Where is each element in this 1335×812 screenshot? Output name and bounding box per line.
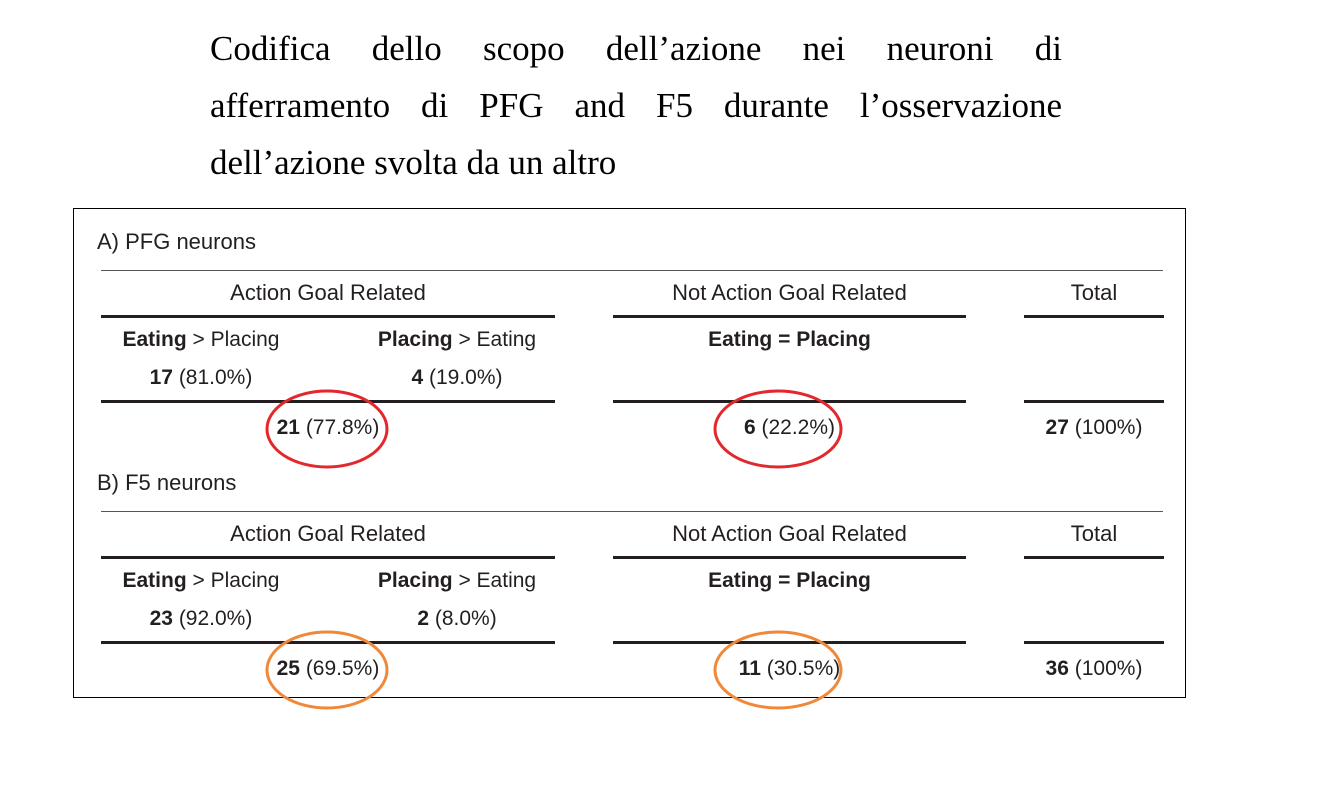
percent: (77.8%) <box>299 416 380 439</box>
subcol-bold: Placing <box>377 569 453 592</box>
count: 4 <box>411 366 424 389</box>
percent: (19.0%) <box>423 366 503 389</box>
count: 17 <box>149 366 173 389</box>
value-placing: 4 (19.0%) <box>357 366 557 390</box>
heading-line-2: afferramento di PFG and F5 durante l’oss… <box>210 86 1062 125</box>
subcol-bold: Eating <box>122 328 187 351</box>
neurons-table-figure: A) PFG neurons Action Goal Related Not A… <box>73 208 1186 710</box>
subtotal-rule <box>1024 400 1164 403</box>
heading-line-3: dell’azione svolta da un altro <box>210 143 617 182</box>
count: 25 <box>276 657 300 680</box>
count: 27 <box>1045 416 1069 439</box>
value-eating: 23 (92.0%) <box>101 607 301 631</box>
count: 11 <box>738 657 761 680</box>
col-header-not-action-goal: Not Action Goal Related <box>672 280 907 305</box>
percent: (8.0%) <box>429 607 497 630</box>
subcol-eating-gt-placing: Eating > Placing <box>101 569 301 593</box>
total-not-action-goal: 11 (30.5%) <box>613 657 966 681</box>
subcol-rest: > Eating <box>452 569 537 592</box>
header-rule <box>1024 315 1164 318</box>
count: 21 <box>276 416 300 439</box>
subcol-bold: Eating = Placing <box>708 569 871 592</box>
subcol-placing-gt-eating: Placing > Eating <box>357 328 557 352</box>
highlight-annotations <box>265 389 843 710</box>
heading-line-1: Codifica dello scopo dell’azione nei neu… <box>210 29 1062 68</box>
total-action-goal: 25 (69.5%) <box>101 657 555 681</box>
count: 23 <box>149 607 173 630</box>
subcol-bold: Eating = Placing <box>708 328 871 351</box>
section-title: A) PFG neurons <box>97 229 256 254</box>
header-rule <box>613 556 966 559</box>
subcol-eating-eq-placing: Eating = Placing <box>613 328 966 352</box>
percent: (92.0%) <box>172 607 253 630</box>
subtotal-rule <box>101 400 555 403</box>
col-header-action-goal: Action Goal Related <box>230 280 426 305</box>
header-rule <box>101 315 555 318</box>
header-rule <box>1024 556 1164 559</box>
subcol-eating-eq-placing: Eating = Placing <box>613 569 966 593</box>
subcol-placing-gt-eating: Placing > Eating <box>357 569 557 593</box>
highlight-circle-pfg-not-action-goal <box>713 389 843 469</box>
count: 36 <box>1045 657 1069 680</box>
subtotal-rule <box>101 641 555 644</box>
subcol-bold: Placing <box>377 328 453 351</box>
subtotal-rule <box>1024 641 1164 644</box>
col-header-total: Total <box>1070 280 1118 305</box>
slide-heading: Codifica dello scopo dell’azione nei neu… <box>210 20 1062 191</box>
percent: (30.5%) <box>760 657 841 680</box>
percent: (22.2%) <box>755 416 836 439</box>
highlight-circle-pfg-action-goal <box>265 389 389 469</box>
header-rule <box>101 556 555 559</box>
section-top-rule <box>101 511 1163 512</box>
subcol-rest: > Placing <box>186 569 280 592</box>
col-header-total: Total <box>1070 521 1118 546</box>
value-placing: 2 (8.0%) <box>357 607 557 631</box>
count: 6 <box>743 416 756 439</box>
subcol-bold: Eating <box>122 569 187 592</box>
section-top-rule <box>101 270 1163 271</box>
percent: (69.5%) <box>299 657 380 680</box>
subcol-eating-gt-placing: Eating > Placing <box>101 328 301 352</box>
count: 2 <box>417 607 429 630</box>
total-action-goal: 21 (77.8%) <box>101 416 555 440</box>
total-all: 36 (100%) <box>1024 657 1164 681</box>
col-header-action-goal: Action Goal Related <box>230 521 426 546</box>
value-eating: 17 (81.0%) <box>101 366 301 390</box>
percent: (81.0%) <box>172 366 253 389</box>
total-all: 27 (100%) <box>1024 416 1164 440</box>
subtotal-rule <box>613 400 966 403</box>
subcol-rest: > Eating <box>452 328 537 351</box>
section-title: B) F5 neurons <box>97 470 237 495</box>
subtotal-rule <box>613 641 966 644</box>
highlight-circle-f5-not-action-goal <box>713 630 843 710</box>
percent: (100%) <box>1068 416 1143 439</box>
percent: (100%) <box>1068 657 1143 680</box>
col-header-not-action-goal: Not Action Goal Related <box>672 521 907 546</box>
subcol-rest: > Placing <box>186 328 280 351</box>
highlight-circle-f5-action-goal <box>265 630 389 710</box>
header-rule <box>613 315 966 318</box>
total-not-action-goal: 6 (22.2%) <box>613 416 966 440</box>
